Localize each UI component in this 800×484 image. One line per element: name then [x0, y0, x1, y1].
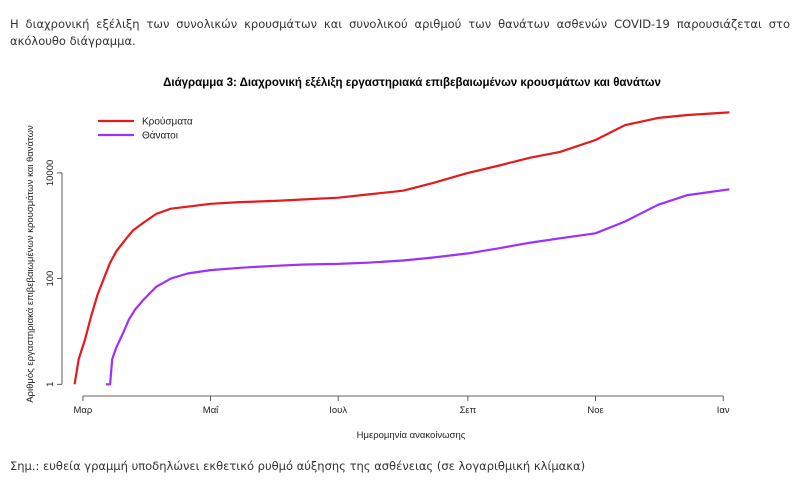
y-tick-label: 10000 [45, 160, 56, 186]
chart-title: Διάγραμμα 3: Διαχρονική εξέλιξη εργαστηρ… [163, 77, 661, 89]
series-line-deaths [105, 188, 730, 386]
chart-series [73, 111, 730, 386]
y-tick-label: 1 [45, 382, 56, 387]
x-tick-label: Ιαν [717, 405, 730, 416]
y-tick-label: 100 [45, 271, 56, 287]
x-tick-label: Μαΐ [203, 405, 219, 416]
legend-label: Κρούσματα [142, 116, 193, 128]
intro-paragraph: Η διαχρονική εξέλιξη των συνολικών κρουσ… [10, 17, 790, 48]
x-axis-label: Ημερομηνία ανακοίνωσης [357, 430, 466, 441]
chart-axes: 1 100 10000 Μαρ Μαΐ Ιουλ Σεπ Νοε Ιαν [45, 160, 730, 416]
legend-label: Θάνατοι [142, 130, 178, 142]
x-tick-label: Νοε [587, 405, 604, 416]
series-line-cases [73, 111, 730, 385]
x-tick-label: Σεπ [460, 405, 477, 416]
footnote: Σημ.: ευθεία γραμμή υποδηλώνει εκθετικό … [10, 459, 586, 473]
x-tick-label: Μαρ [74, 405, 93, 416]
x-tick-label: Ιουλ [329, 405, 347, 416]
chart-legend: Κρούσματα Θάνατοι [98, 116, 193, 142]
y-axis-label: Αριθμός εργαστηριακά επιβεβαιωμένων κρου… [25, 125, 36, 403]
